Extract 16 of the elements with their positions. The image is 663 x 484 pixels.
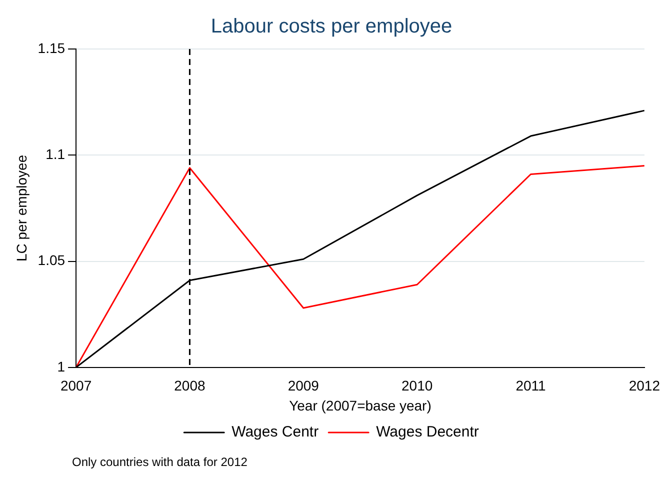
x-tick-label: 2011 [516, 378, 546, 394]
y-tick-label: 1.05 [38, 252, 66, 268]
x-axis-title: Year (2007=base year) [289, 397, 432, 414]
y-tick-label: 1 [57, 358, 66, 374]
x-tick-label: 2009 [288, 378, 320, 394]
chart-title: Labour costs per employee [210, 16, 452, 38]
legend-label: Wages Centr [232, 424, 319, 441]
text: Only countries with data for 2012 [72, 455, 248, 469]
legend-label: Wages Decentr [376, 424, 479, 441]
x-tick-label: 2008 [174, 378, 206, 394]
y-tick-label: 1.15 [38, 40, 66, 56]
y-tick-label: 1.1 [46, 146, 66, 162]
x-tick-label: 2010 [402, 378, 433, 394]
x-tick-label: 2012 [628, 378, 660, 394]
y-axis-title: LC per employee [13, 154, 30, 262]
x-tick-label: 2007 [60, 378, 92, 394]
